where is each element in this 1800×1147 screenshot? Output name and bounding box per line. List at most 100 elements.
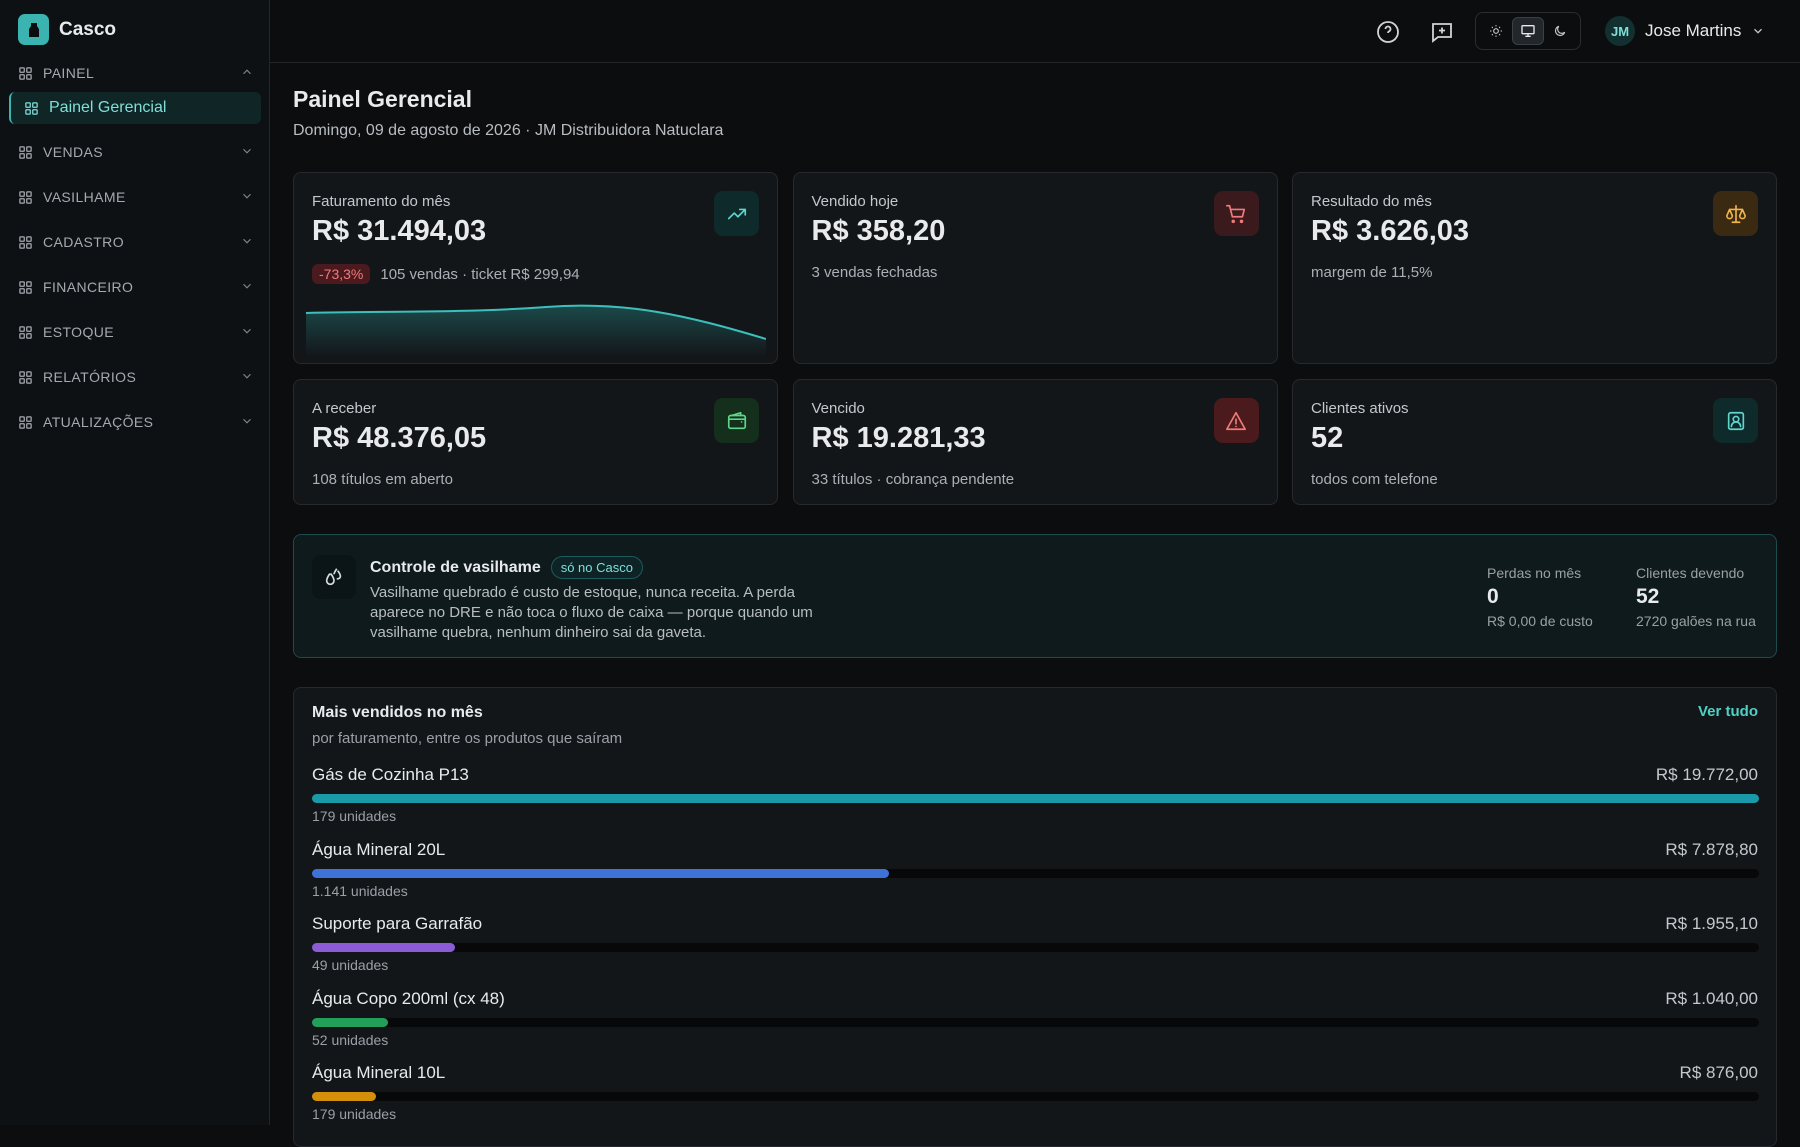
stat-note: 3 vendas fechadas (812, 264, 938, 281)
vasilhame-text: Vasilhame quebrado é custo de estoque, n… (370, 584, 813, 641)
stat-card: A receber R$ 48.376,05 108 títulos em aber… (293, 379, 778, 505)
bar (312, 868, 889, 878)
vasilhame-title: Controle de vasilhame (370, 558, 541, 576)
stat-icon (1213, 398, 1259, 443)
top-products: Mais vendidos no mês por faturamento, en… (293, 687, 1777, 1147)
section-subtitle: por faturamento, entre os produtos que s… (312, 730, 623, 747)
bar-track (312, 1017, 1759, 1027)
product-units: 1.141 unidades (312, 882, 408, 899)
section-title: Mais vendidos no mês (312, 704, 483, 721)
stat-note: 108 títulos em aberto (312, 471, 453, 488)
brand-name: Casco (59, 18, 117, 40)
theme-system[interactable] (1512, 17, 1544, 45)
product-revenue: R$ 1.040,00 (1665, 988, 1758, 1008)
bar (312, 794, 1759, 803)
nav-section[interactable]: ESTOQUE (18, 320, 254, 344)
stat-value: R$ 3.626,03 (1311, 215, 1470, 247)
stat-value: R$ 19.281,33 (811, 422, 986, 454)
chevron (240, 279, 254, 296)
stat-icon (714, 398, 759, 443)
stat-icon (714, 191, 759, 236)
logo (18, 14, 49, 45)
stat-label: Resultado do mês (1311, 193, 1432, 210)
view-all-link[interactable]: Ver tudo (1697, 703, 1758, 720)
theme-light[interactable] (1480, 17, 1512, 45)
nav-section[interactable]: CADASTRO (18, 230, 254, 254)
stat-note-text: 108 títulos em aberto (312, 471, 453, 488)
product-revenue: R$ 7.878,80 (1665, 839, 1758, 859)
stat-value: 52 (1311, 422, 1344, 454)
nav-item-label: Painel Gerencial (49, 99, 167, 116)
vasilhame-tag: só no Casco (550, 556, 643, 579)
product-units: 179 unidades (312, 1106, 397, 1122)
chevron (240, 65, 254, 82)
stat-note: 33 títulos · cobrança pendente (812, 471, 1015, 488)
chevron (240, 369, 254, 386)
feedback-button[interactable] (1430, 20, 1454, 44)
stat-note-text: 3 vendas fechadas (811, 264, 938, 281)
stat-label: Perdas no mês (1487, 565, 1582, 581)
chevron (240, 414, 254, 431)
theme-switch (1475, 12, 1581, 50)
brand[interactable]: Casco (18, 14, 116, 45)
nav-section[interactable]: VENDAS (18, 140, 254, 164)
stat-value: R$ 31.494,03 (312, 215, 487, 247)
stat-note: 2720 galões na rua (1636, 613, 1756, 629)
bar (312, 943, 456, 952)
nav-section[interactable]: RELATÓRIOS (18, 365, 254, 389)
nav-section[interactable]: FINANCEIRO (18, 275, 254, 299)
product-units: 179 unidades (312, 808, 397, 824)
bar-track (312, 868, 1759, 878)
vasilhame-stat: Perdas no mês 0 R$ 0,00 de custo (1487, 565, 1593, 629)
product-name: Suporte para Garrafão (312, 914, 483, 933)
stat-value: R$ 358,20 (811, 215, 946, 247)
stat-note-text: todos com telefone (1311, 471, 1438, 488)
stat-label: Faturamento do mês (312, 193, 451, 210)
stat-value: 0 (1487, 585, 1499, 608)
stat-icon (1713, 398, 1758, 443)
stat-note: -73,3% 105 vendas · ticket R$ 299,94 (312, 264, 580, 284)
page-title: Painel Gerencial (293, 86, 472, 112)
nav-section[interactable]: VASILHAME (18, 185, 254, 209)
stat-value: 52 (1636, 585, 1660, 608)
product-revenue: R$ 1.955,10 (1665, 914, 1758, 933)
bar-track (312, 794, 1759, 803)
user-name: Jose Martins (1645, 21, 1742, 40)
product-units: 52 unidades (312, 1031, 389, 1048)
sidebar: Casco PAINEL Painel Gerencial VENDAS VASILH… (0, 0, 270, 1125)
nav-section[interactable]: ATUALIZAÇÕES (18, 410, 254, 434)
avatar: JM (1605, 16, 1635, 46)
nav-section-label: ESTOQUE (43, 324, 115, 340)
bar-track (312, 1092, 1759, 1101)
stat-card: Clientes ativos 52 todos com telefone (1292, 379, 1777, 505)
stat-icon (1213, 191, 1259, 236)
nav-section[interactable]: PAINEL (18, 61, 254, 85)
nav-section-label: RELATÓRIOS (43, 369, 137, 385)
bar-track (312, 943, 1759, 952)
stat-note-text: 105 vendas · ticket R$ 299,94 (380, 265, 580, 283)
topbar (270, 0, 1800, 63)
nav-section-label: FINANCEIRO (43, 279, 134, 295)
chevron (240, 144, 254, 161)
product-name: Água Mineral 20L (312, 839, 446, 859)
stat-note: todos com telefone (1311, 471, 1438, 488)
theme-dark[interactable] (1544, 17, 1576, 45)
stat-note: R$ 0,00 de custo (1487, 613, 1593, 629)
help-button[interactable] (1376, 20, 1400, 44)
stat-card: Vendido hoje R$ 358,20 3 vendas fechadas (792, 172, 1278, 364)
drop-icon (312, 555, 356, 599)
nav-item-active[interactable]: Painel Gerencial (9, 92, 261, 124)
chevron (240, 189, 254, 206)
stat-label: Clientes ativos (1311, 400, 1409, 417)
product-units: 49 unidades (312, 957, 389, 973)
product-name: Gás de Cozinha P13 (312, 765, 469, 784)
product-revenue: R$ 19.772,00 (1655, 765, 1758, 784)
product-name: Água Mineral 10L (312, 1063, 446, 1082)
nav-section-label: CADASTRO (43, 234, 124, 250)
stat-icon (1713, 191, 1758, 236)
stat-label: A receber (312, 400, 377, 417)
chevron (240, 234, 254, 251)
stat-card: Resultado do mês R$ 3.626,03 margem de 11,… (1292, 172, 1777, 364)
product-revenue: R$ 876,00 (1679, 1063, 1758, 1082)
user-menu[interactable]: JM Jose Martins (1605, 16, 1765, 46)
